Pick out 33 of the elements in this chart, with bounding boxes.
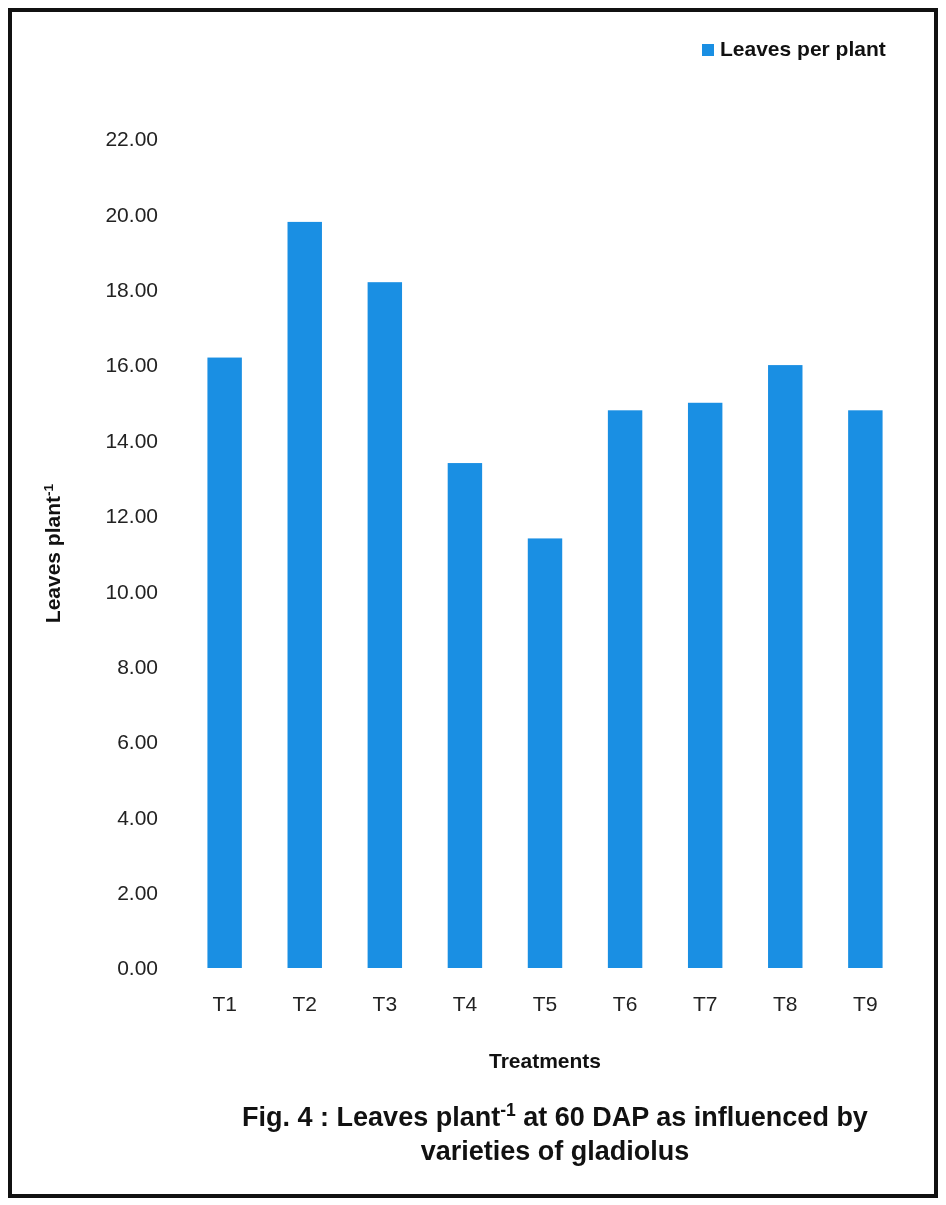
bar xyxy=(287,221,322,968)
y-tick-label: 16.00 xyxy=(105,353,158,377)
bar xyxy=(367,282,403,968)
bar xyxy=(687,402,723,968)
x-tick-label: T9 xyxy=(853,992,878,1015)
y-tick-label: 4.00 xyxy=(117,805,158,829)
y-tick-label: 10.00 xyxy=(105,579,158,603)
x-axis-title: Treatments xyxy=(488,1049,602,1072)
y-tick-label: 12.00 xyxy=(105,504,158,528)
y-tick-label: 8.00 xyxy=(117,654,158,678)
y-tick-label: 2.00 xyxy=(117,880,158,904)
bar xyxy=(447,463,483,968)
y-tick-label: 20.00 xyxy=(105,202,158,226)
bar xyxy=(607,410,643,968)
x-tick-label: T4 xyxy=(452,992,478,1015)
bar xyxy=(527,538,563,968)
legend-label: Leaves per plant xyxy=(720,37,886,60)
bar xyxy=(207,357,242,968)
y-tick-label: 22.00 xyxy=(105,127,158,151)
x-tick-label: T7 xyxy=(692,992,718,1015)
x-tick-label: T5 xyxy=(532,992,558,1015)
x-tick-label: T3 xyxy=(372,992,398,1015)
x-tick-label: T2 xyxy=(292,992,317,1015)
x-tick-label: T1 xyxy=(212,992,237,1015)
x-tick-label: T8 xyxy=(773,992,798,1015)
bar xyxy=(848,410,883,968)
y-tick-label: 14.00 xyxy=(105,428,158,452)
y-tick-label: 18.00 xyxy=(105,278,158,302)
text: Fig. 4 : Leaves plant$^{-1}$ at 60 DAP as influenced by varieties of gladiolus xyxy=(242,1100,868,1166)
bar xyxy=(768,365,803,968)
y-tick-label: 0.00 xyxy=(117,956,158,980)
x-tick-label: T6 xyxy=(612,992,638,1015)
y-tick-label: 6.00 xyxy=(117,730,158,754)
